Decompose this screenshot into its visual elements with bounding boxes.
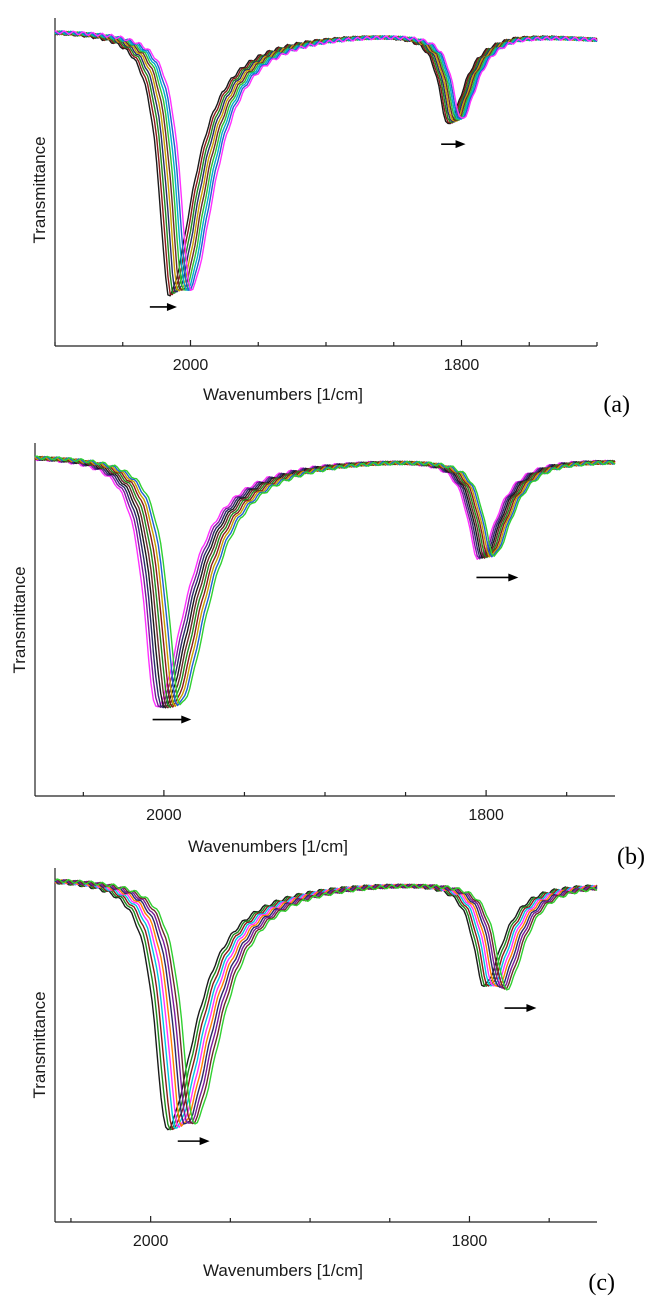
panel-b-y-axis-title: Transmittance bbox=[10, 566, 29, 673]
panel-b-series-group bbox=[34, 455, 616, 709]
panel-c-y-axis-title: Transmittance bbox=[30, 991, 49, 1098]
panel-a-series-5 bbox=[54, 30, 598, 292]
panel-b-x-axis-title: Wavenumbers [1/cm] bbox=[188, 837, 348, 856]
panel-a-series-4 bbox=[54, 30, 598, 293]
panel-a-series-6 bbox=[54, 30, 598, 291]
panel-a-y-axis-title: Transmittance bbox=[30, 136, 49, 243]
panel-a-arrows bbox=[149, 140, 466, 311]
panel-a-x-ticks: 2000 1800 bbox=[54, 340, 598, 374]
panel-c-series-10 bbox=[54, 878, 598, 1125]
panel-a-series-2 bbox=[54, 30, 598, 296]
panel-a-x-tick-label-2000: 2000 bbox=[173, 357, 209, 374]
panel-b-label: (b) bbox=[617, 844, 645, 870]
panel-a-series-3 bbox=[54, 31, 598, 294]
panel-a-series-1 bbox=[54, 31, 598, 297]
panel-c-shift-arrow-2-head bbox=[526, 1004, 537, 1013]
panel-a-series-group bbox=[54, 29, 598, 297]
panel-b-x-ticks: 2000 1800 bbox=[82, 790, 568, 824]
panel-b-shift-arrow-1-head bbox=[181, 715, 192, 724]
panel-b-x-tick-label-1800: 1800 bbox=[468, 807, 504, 824]
panel-a-series-7 bbox=[54, 30, 598, 291]
panel-b-shift-arrow-2-head bbox=[508, 573, 519, 582]
panel-b: 2000 1800 Transmittance Wavenumbers [1/cm… bbox=[10, 443, 645, 870]
panel-a-series-8 bbox=[54, 30, 597, 291]
panel-b-series-1 bbox=[34, 456, 616, 708]
panel-c-x-ticks: 2000 1800 bbox=[70, 1216, 550, 1250]
panel-a-series-9 bbox=[54, 30, 598, 291]
panel-c: 2000 1800 Transmittance Wavenumbers [1/cm… bbox=[30, 868, 615, 1296]
panel-c-arrows bbox=[177, 1004, 537, 1146]
panel-c-series-8 bbox=[54, 878, 598, 1124]
panel-c-x-axis-title: Wavenumbers [1/cm] bbox=[203, 1261, 363, 1280]
panel-b-series-10 bbox=[34, 455, 616, 706]
panel-c-series-4 bbox=[54, 879, 598, 1129]
panel-b-arrows bbox=[152, 573, 519, 724]
panel-b-series-2 bbox=[34, 456, 616, 708]
panel-c-x-tick-label-2000: 2000 bbox=[133, 1233, 169, 1250]
panel-a-shift-arrow-1-head bbox=[166, 302, 177, 311]
panel-b-x-tick-label-2000: 2000 bbox=[146, 807, 182, 824]
panel-c-series-group bbox=[54, 878, 598, 1131]
panel-b-series-8 bbox=[34, 455, 616, 708]
panel-a-shift-arrow-2-head bbox=[455, 140, 466, 149]
panel-a-x-tick-label-1800: 1800 bbox=[444, 357, 480, 374]
panel-c-x-tick-label-1800: 1800 bbox=[452, 1233, 488, 1250]
panel-c-series-5 bbox=[54, 879, 598, 1128]
panel-c-label: (c) bbox=[588, 1270, 615, 1296]
panel-a-series-10 bbox=[54, 29, 598, 291]
panel-c-shift-arrow-1-head bbox=[199, 1137, 210, 1146]
panel-b-series-9 bbox=[34, 455, 616, 707]
panel-a-label: (a) bbox=[603, 392, 630, 418]
panel-a: 2000 1800 Transmittance Wavenumbers [1/cm… bbox=[30, 18, 630, 418]
panel-a-x-axis-title: Wavenumbers [1/cm] bbox=[203, 385, 363, 404]
